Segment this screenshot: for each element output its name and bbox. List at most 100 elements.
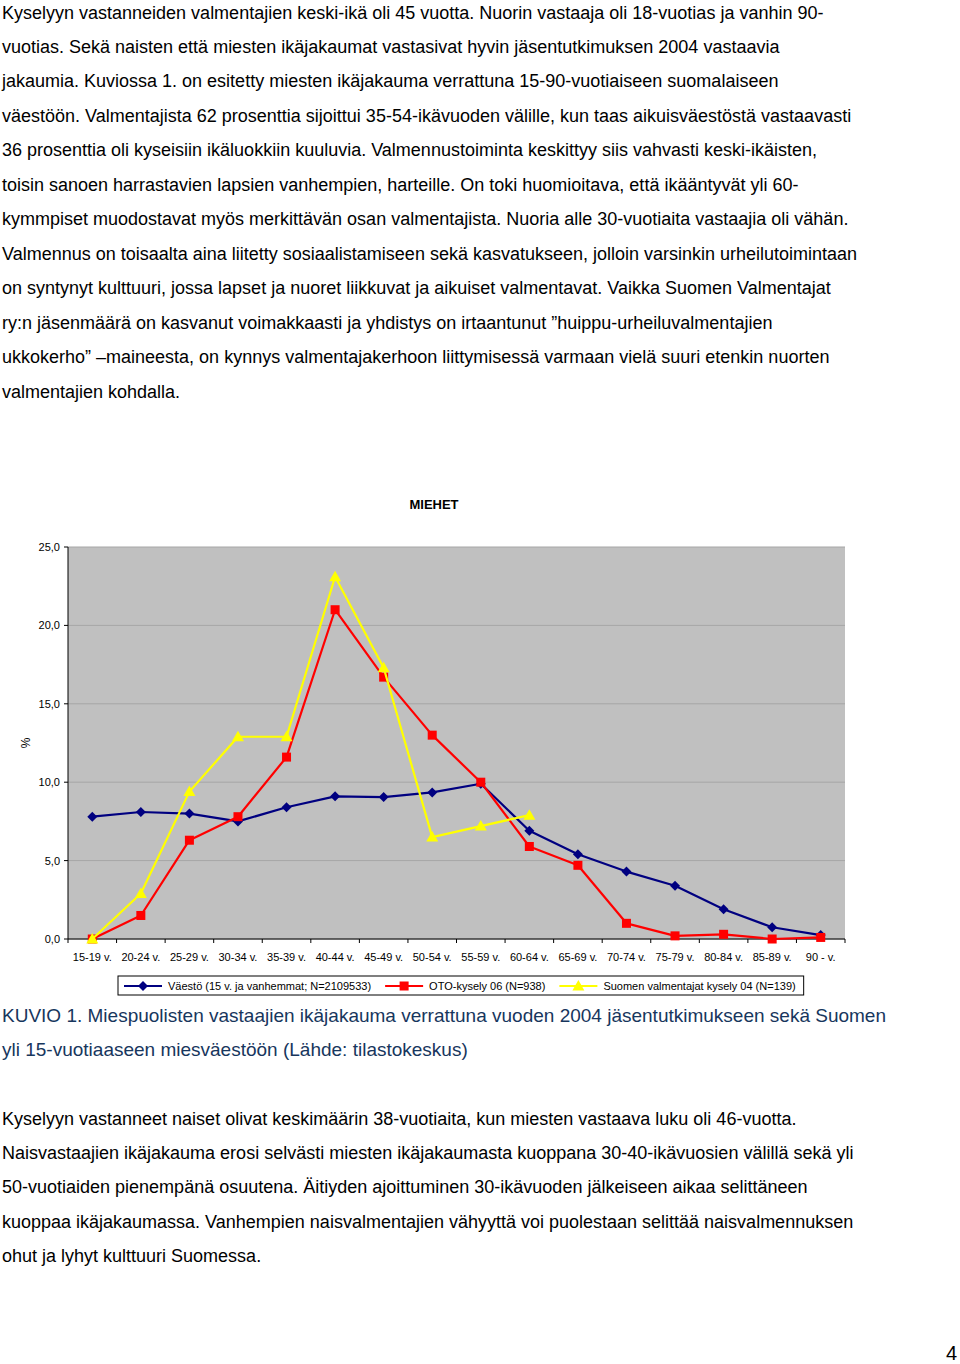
data-point [767,922,777,932]
tick-mark [845,939,846,943]
data-point [331,605,340,614]
data-point [428,731,437,740]
data-point [378,662,390,673]
tick-label: 75-79 v. [656,951,695,963]
data-point [426,831,438,842]
tick-mark [64,625,68,626]
tick-label: 20,0 [39,619,60,631]
data-point [184,809,194,819]
data-point [671,931,680,940]
data-point [86,933,98,944]
data-point [768,935,777,944]
text-line: ukkokerho” –maineesta, on kynnys valment… [2,347,829,367]
data-point [621,867,631,877]
tick-label: 55-59 v. [461,951,500,963]
tick-mark [359,939,360,943]
data-point [719,930,728,939]
text-line: yli 15-vuotiaaseen miesväestöön (Lähde: … [2,1039,468,1060]
series-line [92,577,529,939]
tick-label: 40-44 v. [316,951,355,963]
data-point [427,787,437,797]
data-point [136,911,145,920]
data-point [475,820,487,831]
tick-mark [213,939,214,943]
data-point [135,888,147,899]
legend-marker [572,980,584,991]
text-line: Kyselyyn vastanneiden valmentajien keski… [2,3,823,23]
series-line [92,784,820,935]
data-point [329,571,341,582]
tick-mark [64,703,68,704]
tick-label: 50-54 v. [413,951,452,963]
data-point [281,731,293,742]
tick-mark [64,860,68,861]
text-line: jakaumia. Kuviossa 1. on esitetty mieste… [1,71,778,91]
tick-mark [505,939,506,943]
text-line: väestöön. Valmentajista 62 prosenttia si… [2,106,851,126]
text-line: 36 prosenttia oli kyseisiin ikäluokkiin … [2,140,817,160]
tick-label: 60-64 v. [510,951,549,963]
text-line: kuoppaa ikäjakaumassa. Vanhempien naisva… [2,1212,853,1232]
tick-mark [165,939,166,943]
data-point [185,836,194,845]
paragraph: Kyselyyn vastanneiden valmentajien keski… [1,3,857,402]
tick-mark [699,939,700,943]
text-line: ry:n jäsenmäärä on kasvanut voimakkaasti… [2,313,772,333]
tick-label: 15-19 v. [73,951,112,963]
data-point [282,802,292,812]
tick-mark [64,939,68,940]
data-point [136,807,146,817]
page: Kyselyyn vastanneiden valmentajien keski… [0,0,960,1364]
grid-line [68,860,845,861]
text-line: valmentajien kohdalla. [2,382,180,402]
tick-mark [68,939,69,943]
data-point [379,792,389,802]
tick-mark [456,939,457,943]
grid-line [68,625,845,626]
tick-mark [407,939,408,943]
text-line: KUVIO 1. Miespuolisten vastaajien ikäjak… [2,1005,886,1026]
data-point [816,933,825,942]
text-line: ohut ja lyhyt kulttuuri Suomessa. [2,1246,261,1266]
data-point [183,786,195,797]
tick-label: 30-34 v. [219,951,258,963]
tick-label: 15,0 [39,698,60,710]
plot-marks [86,571,825,944]
tick-label: 35-39 v. [267,951,306,963]
text-line: Kyselyyn vastanneet naiset olivat keskim… [2,1109,796,1129]
tick-label: 25-29 v. [170,951,209,963]
grid-line [68,703,845,704]
text-line: vuotias. Sekä naisten että miesten ikäja… [2,37,780,57]
tick-mark [310,939,311,943]
data-point [282,753,291,762]
data-point [524,826,534,836]
text-line: Valmennus on toisaalta aina liitetty sos… [2,244,857,264]
tick-label: 20-24 v. [121,951,160,963]
legend-marker [138,981,148,991]
data-point [87,812,97,822]
data-point [719,904,729,914]
grid-line [68,547,845,548]
tick-mark [602,939,603,943]
legend-label: Suomen valmentajat kysely 04 (N=139) [603,980,795,992]
y-axis [68,547,69,939]
data-point [330,791,340,801]
series-line [92,610,820,939]
text-line: on syntynyt kulttuuri, jossa lapset ja n… [2,278,831,298]
text-line: Naisvastaajien ikäjakauma erosi selvästi… [2,1143,853,1163]
data-point [573,849,583,859]
tick-label: 90 - v. [806,951,836,963]
legend: Väestö (15 v. ja vanhemmat; N=2109533)OT… [118,976,804,995]
tick-label: 5,0 [45,855,60,867]
chart: MIEHET0,05,010,015,020,025,0%15-19 v.20-… [19,497,845,995]
tick-mark [64,547,68,548]
plot-area [68,547,845,939]
paragraph: Kyselyyn vastanneet naiset olivat keskim… [2,1109,853,1267]
data-point [525,842,534,851]
tick-label: 65-69 v. [558,951,597,963]
tick-mark [262,939,263,943]
text-line: 50-vuotiaiden pienempänä osuutena. Äitiy… [2,1177,808,1197]
data-point [622,919,631,928]
y-axis-label: % [19,737,33,748]
tick-label: 85-89 v. [753,951,792,963]
